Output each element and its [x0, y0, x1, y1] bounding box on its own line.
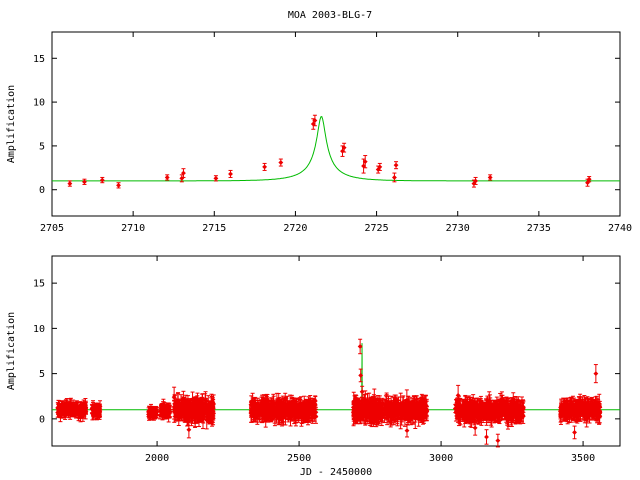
data-point — [473, 176, 478, 185]
x-tick-label: 2740 — [608, 223, 632, 234]
x-tick-label: 2000 — [145, 453, 169, 464]
data-point — [65, 403, 70, 416]
model-curve — [52, 116, 620, 182]
data-point — [213, 175, 219, 182]
y-tick-label: 5 — [39, 369, 45, 380]
x-tick-label: 2720 — [283, 223, 307, 234]
data-marker — [213, 175, 219, 181]
x-tick-label: 2710 — [121, 223, 145, 234]
data-marker — [74, 403, 80, 408]
data-point — [164, 174, 170, 181]
data-point — [228, 169, 233, 178]
data-point — [262, 162, 268, 171]
data-marker — [362, 159, 368, 165]
y-tick-label: 5 — [39, 141, 45, 152]
data-point — [150, 408, 156, 418]
y-tick-label: 15 — [33, 54, 45, 65]
data-point — [67, 180, 73, 187]
x-tick-label: 2725 — [365, 223, 389, 234]
data-point — [362, 155, 368, 169]
data-marker — [67, 181, 73, 187]
x-tick-label: 2500 — [287, 453, 311, 464]
plot-frame — [51, 31, 621, 217]
data-point — [116, 182, 121, 189]
y-axis-label: Amplification — [6, 85, 17, 163]
data-marker — [68, 410, 74, 416]
bottom-x-axis-label: JD - 2450000 — [300, 467, 372, 478]
data-point — [161, 406, 166, 413]
data-marker — [341, 145, 347, 151]
panel-bottom: 2000 2500 3000 3500 0 5 10 15 Amplification — [6, 255, 621, 464]
y-tick-label: 15 — [33, 279, 45, 290]
data-point — [76, 408, 82, 422]
x-tick-label: 3500 — [571, 453, 595, 464]
data-marker — [377, 164, 383, 170]
model-curve — [52, 343, 620, 411]
data-point — [57, 405, 62, 419]
data-point — [82, 178, 87, 185]
data-marker — [79, 407, 85, 413]
chart-title: MOA 2003-BLG-7 — [288, 10, 372, 21]
data-marker — [164, 412, 170, 418]
data-point — [147, 410, 153, 419]
data-point — [68, 410, 74, 416]
data-marker — [312, 118, 318, 123]
data-marker — [487, 175, 493, 180]
x-tick-label: 3000 — [429, 453, 453, 464]
data-marker — [96, 407, 102, 412]
data-marker — [473, 178, 478, 184]
data-point — [153, 410, 159, 416]
data-marker — [116, 182, 121, 188]
data-marker — [76, 412, 82, 418]
data-marker — [278, 160, 284, 165]
data-point — [586, 176, 592, 183]
y-tick-label: 0 — [39, 414, 45, 425]
data-marker — [65, 406, 70, 412]
data-point — [393, 161, 399, 170]
data-marker — [147, 411, 153, 417]
x-tick-label: 2705 — [40, 223, 64, 234]
plot-frame — [51, 255, 621, 447]
data-marker — [586, 176, 592, 182]
data-point — [278, 158, 284, 167]
data-point — [164, 412, 170, 419]
data-marker — [82, 179, 87, 185]
data-marker — [150, 410, 156, 416]
panel-top: 2705 2710 2715 2720 2725 2730 2735 2740 0 5 10 15 Am… — [6, 31, 632, 234]
x-tick-label: 2735 — [527, 223, 551, 234]
data-marker — [161, 407, 166, 413]
y-axis-label: Amplification — [6, 312, 17, 390]
data-point — [99, 176, 105, 184]
data-marker — [57, 409, 62, 415]
data-marker — [391, 175, 397, 180]
data-point — [341, 142, 347, 153]
data-marker — [164, 175, 170, 180]
data-point — [92, 407, 98, 413]
data-point — [79, 407, 85, 414]
data-marker — [92, 407, 98, 413]
data-point — [312, 114, 318, 127]
data-marker — [262, 164, 268, 170]
data-marker — [181, 170, 186, 176]
data-point — [181, 168, 186, 178]
y-tick-label: 10 — [33, 98, 45, 109]
data-marker — [99, 177, 105, 183]
data-marker — [228, 171, 233, 177]
data-marker — [393, 162, 399, 168]
data-point — [391, 172, 397, 183]
data-point — [487, 174, 493, 181]
x-tick-label: 2715 — [202, 223, 226, 234]
data-point — [377, 162, 383, 171]
y-tick-label: 0 — [39, 185, 45, 196]
x-tick-label: 2730 — [446, 223, 470, 234]
data-point — [96, 405, 102, 414]
y-tick-label: 10 — [33, 324, 45, 335]
